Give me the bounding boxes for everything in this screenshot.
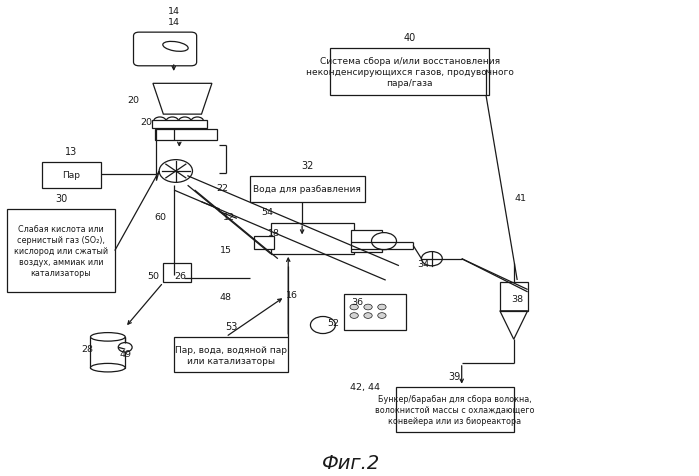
- Circle shape: [364, 305, 372, 310]
- Text: 50: 50: [147, 271, 159, 280]
- Text: Вода для разбавления: Вода для разбавления: [253, 185, 361, 194]
- Text: 20: 20: [140, 118, 152, 127]
- Circle shape: [179, 118, 191, 126]
- Ellipse shape: [421, 252, 442, 266]
- Ellipse shape: [163, 42, 188, 52]
- Ellipse shape: [90, 333, 125, 341]
- Text: 36: 36: [352, 297, 363, 306]
- Bar: [164, 264, 191, 283]
- Text: Бункер/барабан для сбора волокна,
волокнистой массы с охлаждающего
конвейера или: Бункер/барабан для сбора волокна, волокн…: [375, 394, 535, 425]
- Bar: [344, 295, 406, 330]
- Bar: [250, 177, 365, 202]
- Text: 39: 39: [449, 371, 461, 381]
- Circle shape: [377, 305, 386, 310]
- Circle shape: [377, 313, 386, 319]
- Text: 30: 30: [55, 194, 67, 204]
- Circle shape: [310, 317, 336, 334]
- Circle shape: [166, 118, 179, 126]
- Text: 34: 34: [417, 259, 430, 268]
- Text: Пар: Пар: [62, 171, 80, 179]
- Text: 14: 14: [168, 18, 180, 27]
- Bar: [90, 337, 125, 368]
- Text: Система сбора и/или восстановления
неконденсирующихся газов, продувочного
пара/г: Система сбора и/или восстановления некон…: [305, 57, 514, 88]
- Text: 60: 60: [154, 212, 166, 221]
- Bar: [7, 209, 115, 292]
- Circle shape: [350, 313, 359, 319]
- Bar: [271, 224, 354, 254]
- Text: 18: 18: [268, 228, 280, 238]
- Circle shape: [364, 313, 372, 319]
- Text: 22: 22: [216, 184, 229, 193]
- Text: 48: 48: [219, 292, 232, 301]
- Text: 52: 52: [327, 318, 339, 327]
- Text: 26: 26: [175, 271, 187, 280]
- Text: 12: 12: [223, 212, 236, 221]
- Text: Пар, вода, водяной пар
или катализаторы: Пар, вода, водяной пар или катализаторы: [175, 345, 287, 365]
- Bar: [155, 130, 217, 140]
- Text: 42, 44: 42, 44: [350, 382, 380, 391]
- Text: 38: 38: [511, 295, 524, 304]
- Text: 41: 41: [514, 193, 526, 202]
- Bar: [174, 337, 288, 373]
- Text: 20: 20: [127, 96, 139, 105]
- Text: 54: 54: [261, 208, 273, 216]
- Bar: [42, 162, 101, 188]
- Circle shape: [191, 118, 203, 126]
- Text: 13: 13: [65, 147, 78, 157]
- Bar: [351, 231, 382, 252]
- Text: 28: 28: [81, 345, 93, 354]
- Circle shape: [371, 233, 396, 250]
- Text: 14: 14: [168, 7, 180, 16]
- Circle shape: [159, 160, 192, 183]
- Text: Слабая кислота или
сернистый газ (SO₂),
кислород или сжатый
воздух, аммиак или
к: Слабая кислота или сернистый газ (SO₂), …: [14, 224, 108, 278]
- Bar: [152, 120, 207, 129]
- Ellipse shape: [90, 364, 125, 372]
- Circle shape: [118, 343, 132, 352]
- Text: Фиг.2: Фиг.2: [322, 453, 380, 472]
- Text: 32: 32: [301, 161, 314, 171]
- Text: 53: 53: [225, 321, 237, 331]
- Text: 49: 49: [120, 349, 131, 358]
- Text: 15: 15: [219, 245, 232, 254]
- Bar: [254, 237, 275, 250]
- Circle shape: [350, 305, 359, 310]
- Text: 16: 16: [286, 290, 298, 299]
- FancyBboxPatch shape: [134, 33, 196, 67]
- Text: 40: 40: [403, 33, 416, 43]
- Bar: [500, 283, 528, 311]
- Bar: [330, 49, 489, 96]
- Circle shape: [154, 118, 166, 126]
- Bar: [396, 387, 514, 432]
